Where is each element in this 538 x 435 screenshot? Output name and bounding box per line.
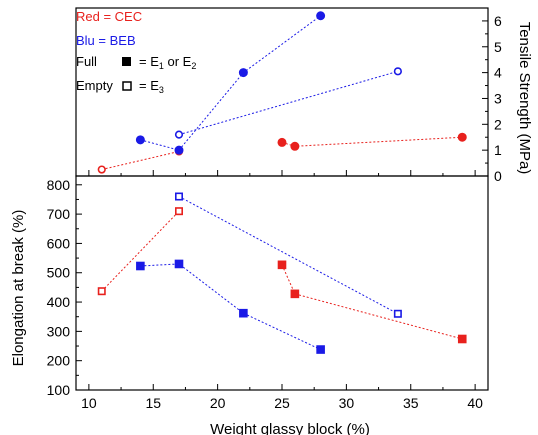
top-data-point [316,11,326,21]
top-data-point [97,165,106,174]
y-tick-label-left: 400 [47,294,71,310]
legend-empty-label: Empty [76,78,113,93]
top-data-point [135,135,145,145]
x-axis-title: Weight glassy block (%) [210,421,370,435]
top-data-point [393,67,402,76]
y-tick-label-right: 2 [494,116,502,132]
bottom-data-point [175,192,184,201]
x-tick-label: 25 [274,395,290,411]
top-series-line-blue-full [140,15,321,151]
top-data-point [174,130,184,139]
x-tick-label: 30 [339,395,355,411]
y-tick-label-right: 5 [494,39,502,55]
y-axis-title-top: Tensile Strength (MPa) [516,22,533,175]
bottom-data-point [175,207,184,216]
top-panel: 0 1 2 3 4 5 6 [75,7,502,184]
bottom-series-line-blue-full [140,263,321,350]
y-tick-label-right: 4 [494,65,502,81]
y-tick-label-right: 0 [494,168,502,184]
legend-empty-desc: = E3 [139,78,164,95]
bottom-data-point [97,287,106,296]
y-tick-label-left: 700 [47,206,71,222]
x-tick-label: 35 [403,395,419,411]
top-series-line-red-empty [101,150,180,171]
y-tick-label-left: 800 [47,177,71,193]
top-data-point [290,141,300,151]
y-tick-label-right: 6 [494,13,502,29]
bottom-data-point [457,334,467,344]
legend: Red = CEC Blu = BEB Full = E1 or E2 Empt… [76,9,196,95]
legend-full-marker [122,57,131,66]
bottom-data-point [174,259,184,269]
x-tick-label: 20 [210,395,226,411]
y-axis-title-bottom: Elongation at break (%) [10,210,27,367]
top-series-line-red-full [281,136,463,147]
y-tick-label-left: 200 [47,353,71,369]
legend-full-desc: = E1 or E2 [139,54,196,71]
legend-empty-marker [122,81,132,91]
y-tick-label-left: 600 [47,235,71,251]
x-tick-label: 40 [467,395,483,411]
x-tick-label: 10 [81,395,97,411]
legend-blue-label: Blu = BEB [76,33,136,48]
top-frame [75,7,489,177]
bottom-data-point [239,308,248,318]
y-tick-label-right: 3 [494,90,502,106]
bottom-series-line-blue-empty [178,196,399,315]
top-data-point [457,132,467,142]
top-data-point [277,137,287,147]
y-tick-label-left: 500 [47,265,71,281]
y-tick-label-left: 300 [47,323,71,339]
x-tick-label: 15 [145,395,161,411]
bottom-panel: 10 15 20 25 30 35 40 100 200 300 400 500 600 700 800 [47,175,489,411]
top-data-point [174,145,184,155]
legend-red-label: Red = CEC [76,9,142,24]
bottom-data-point [393,309,402,318]
y-tick-label-left: 100 [47,382,71,398]
bottom-frame [75,175,489,391]
top-series-line-blue-empty [178,70,399,136]
bottom-data-point [316,345,325,354]
top-data-point [238,68,248,78]
legend-full-label: Full [76,54,97,69]
bottom-series-line-red-empty [101,210,180,292]
bottom-series-line-red-full [281,264,463,340]
bottom-data-point [136,261,145,271]
bottom-data-point [277,260,287,270]
bottom-data-point [290,289,300,299]
y-tick-label-right: 1 [494,142,502,158]
